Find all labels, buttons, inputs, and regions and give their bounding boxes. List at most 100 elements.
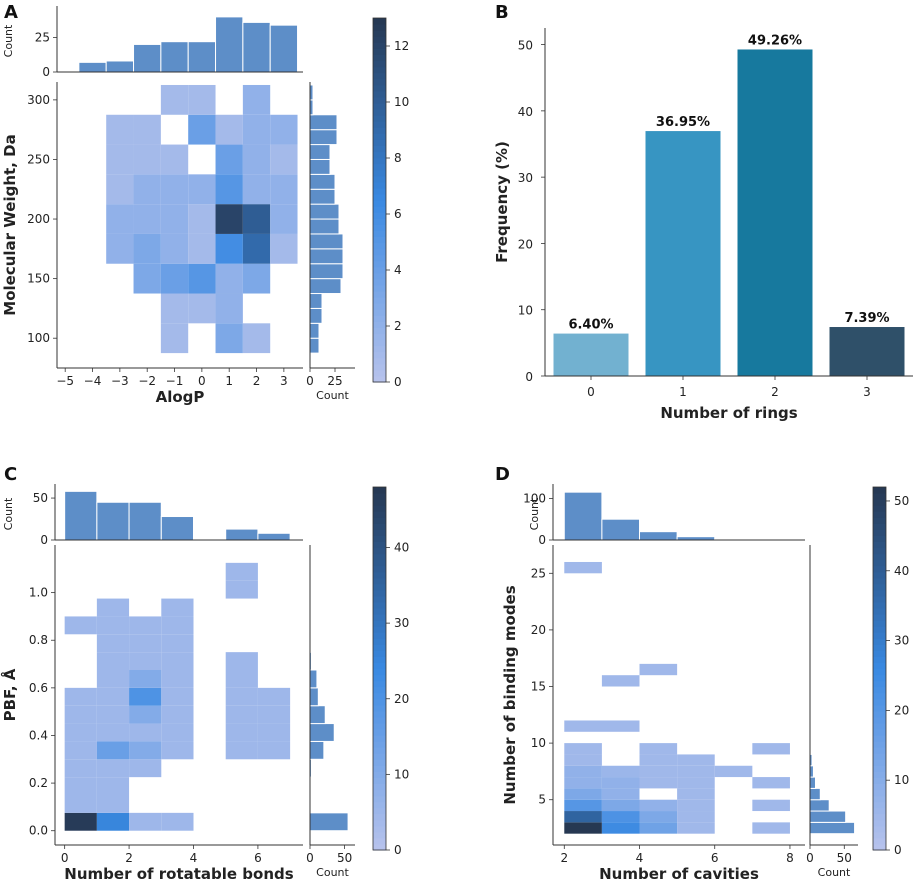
panel-d-colorbar-segment [873,771,886,778]
panel-d-x-tick-label: 6 [711,851,719,865]
panel-c-colorbar-tick-label: 40 [394,541,409,555]
panel-a-colorbar-segment [373,102,386,110]
panel-c-colorbar-segment [373,819,386,827]
panel-d-colorbar-segment [873,541,886,549]
panel-a-colorbar-segment [373,303,386,310]
panel-a-right-hist-bar [309,337,320,354]
panel-a-heatmap-cell [160,84,189,115]
panel-a-colorbar-segment [373,315,386,322]
panel-d-colorbar-segment [873,777,886,785]
panel-a-heatmap-cell [270,144,298,175]
panel-a-colorbar-tick-label: 6 [394,207,402,221]
panel-c-heatmap-cell [257,687,291,706]
panel-d-colorbar-segment [873,680,886,688]
panel-c-colorbar-segment [373,722,386,730]
panel-d-heatmap-cell [601,799,640,812]
panel-b-bar [645,131,721,376]
panel-a-right-hist-tick-label: 0 [306,374,314,388]
panel-a-heatmap-cell [160,233,189,264]
panel-c-x-axis-label: Number of rotatable bonds [64,865,293,883]
panel-d-right-hist-bar [809,799,830,812]
panel-d-colorbar-segment [873,620,886,627]
panel-b-y-axis-label: Frequency (%) [493,141,511,263]
panel-d-colorbar-segment [873,493,886,500]
panel-d-top-hist-tick-label: 100 [523,491,546,505]
panel-c-colorbar-segment [373,535,386,543]
panel-c-colorbar-segment [373,650,386,657]
panel-d-heatmap-cell [564,822,602,834]
panel-c-heatmap-cell [96,723,130,742]
panel-c-colorbar-segment [373,698,386,706]
panel-a-right-hist-bar [309,263,344,280]
panel-c-heatmap-cell [64,777,97,795]
panel-a-colorbar-segment [373,18,386,25]
panel-a-colorbar-segment [373,345,386,353]
panel-c-heatmap-cell [161,598,194,617]
panel-c-colorbar-segment [373,505,386,512]
panel-c-colorbar-segment [373,747,386,754]
panel-c-colorbar-segment [373,716,386,724]
panel-d-colorbar-segment [873,819,886,827]
panel-a-colorbar-segment [373,54,386,62]
panel-a-y-tick-label: 100 [27,331,50,345]
panel-d-colorbar-segment [873,583,886,591]
panel-d-heatmap-cell [601,675,640,687]
panel-a-heatmap-cell [242,323,271,354]
panel-d-colorbar-segment [873,589,886,597]
panel-d-heatmap-cell [752,743,790,755]
panel-c-colorbar-tick-label: 10 [394,767,409,781]
panel-c-colorbar-segment [373,741,386,748]
panel-a-colorbar-segment [373,163,386,171]
panel-a-x-tick-label: 3 [280,374,288,388]
panel-a-colorbar-segment [373,206,386,213]
panel-c-heatmap-cell [225,562,258,581]
panel-a-heatmap-cell [133,263,161,294]
panel-c-heatmap-cell [129,616,162,635]
panel-c-heatmap-cell [96,705,130,724]
panel-a-heatmap-cell [188,233,216,264]
panel-c-colorbar-segment [373,656,386,664]
panel-c-heatmap-cell [96,670,130,688]
panel-a-colorbar-segment [373,133,386,140]
panel-c-heatmap-cell [64,812,97,831]
panel-d-colorbar-tick-label: 50 [894,494,909,508]
panel-a-heatmap-cell [188,174,216,205]
panel-d-colorbar-segment [873,644,886,651]
panel-c-x-tick-label: 0 [61,851,69,865]
panel-b-bar-value-label: 36.95% [656,115,710,130]
panel-c-colorbar-segment [373,837,386,845]
panel-c-heatmap-cell [96,616,130,635]
panel-a-x-tick-label: 1 [225,374,233,388]
panel-d-top-hist-count-label: Count [528,497,541,530]
panel-a-right-hist-bar [309,307,323,324]
panel-c-colorbar-segment [373,735,386,742]
panel-a-colorbar-segment [373,139,386,146]
panel-c-colorbar-segment [373,759,386,766]
panel-a-colorbar-tick-label: 12 [394,39,409,53]
panel-d-colorbar-segment [873,825,886,833]
panel-d-colorbar-segment [873,692,886,700]
panel-d-colorbar-segment [873,650,886,657]
panel-a-y-tick-label: 200 [27,212,50,226]
panel-a-x-tick-label: 0 [198,374,206,388]
panel-c-heatmap-cell [161,723,194,742]
panel-d-colorbar-tick-label: 0 [894,843,902,857]
panel-d-colorbar-segment [873,795,886,803]
panel-c-right-hist-tick-label: 0 [306,851,314,865]
panel-a-heatmap-cell [188,263,216,294]
panel-d-colorbar-segment [873,638,886,645]
panel-a-colorbar-segment [373,109,386,116]
panel-c-colorbar-segment [373,559,386,567]
panel-d-heatmap-cell [752,777,790,789]
panel-a-heatmap-cell [215,144,243,175]
panel-d-heatmap-cell [564,799,602,812]
panel-c-heatmap-cell [129,687,162,706]
panel-a-colorbar-segment [373,266,386,274]
panel-a-heatmap-cell [133,114,161,145]
panel-a-heatmap-cell [133,174,161,205]
panel-a-top-hist-tick-label: 25 [35,31,50,45]
panel-d-colorbar-segment [873,783,886,791]
panel-d-colorbar-segment [873,741,886,748]
panel-a-colorbar-segment [373,157,386,165]
panel-c-heatmap-cell [96,759,130,778]
